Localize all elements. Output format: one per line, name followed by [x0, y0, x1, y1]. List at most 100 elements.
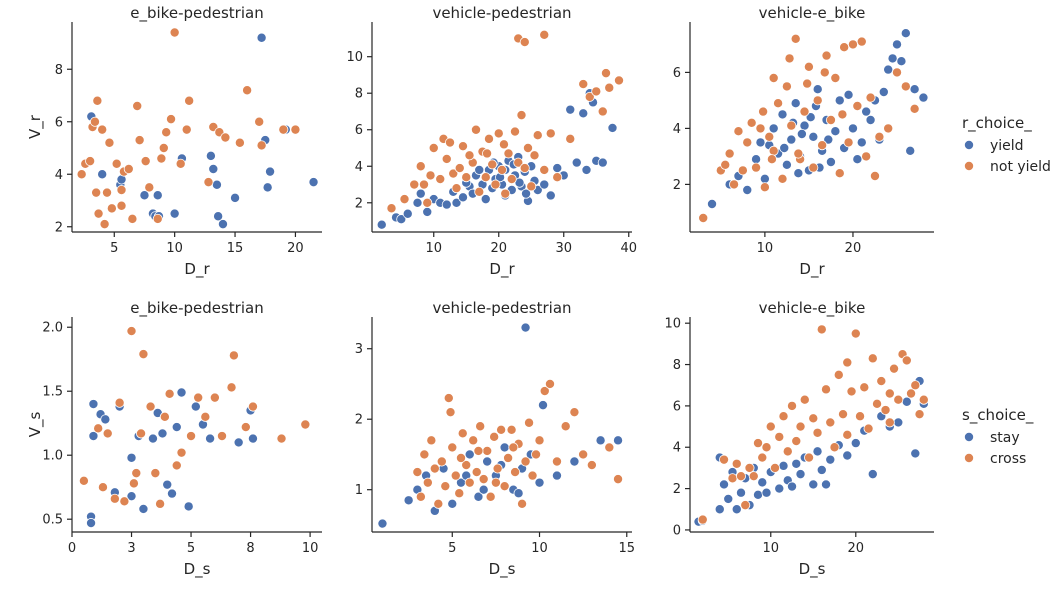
- scatter-point: [242, 85, 253, 96]
- scatter-point: [808, 479, 819, 490]
- series-cross: [78, 326, 311, 509]
- scatter-point: [812, 84, 823, 95]
- scatter-point: [755, 137, 766, 148]
- scatter-point: [597, 106, 608, 117]
- scatter-point: [478, 484, 489, 495]
- scatter-point: [487, 159, 498, 170]
- scatter-point: [451, 183, 462, 194]
- scatter-point: [114, 397, 125, 408]
- scatter-point: [867, 469, 878, 480]
- scatter-point: [720, 159, 731, 170]
- scatter-point: [737, 165, 748, 176]
- scatter-point: [906, 388, 917, 399]
- series-stay: [86, 387, 258, 529]
- y-tick-label: 10: [664, 317, 681, 332]
- scatter-point: [850, 438, 861, 449]
- scatter-panel: 5 10 15 20 2 4 6 8 e_bike-pedestrian D_r V_r: [26, 4, 322, 279]
- scatter-point: [714, 504, 725, 515]
- scatter-point: [865, 115, 876, 126]
- scatter-point: [770, 462, 781, 473]
- scatter-point: [812, 427, 823, 438]
- scatter-point: [169, 208, 180, 219]
- scatter-point: [833, 369, 844, 380]
- scatter-point: [474, 164, 485, 175]
- scatter-point: [837, 109, 848, 120]
- scatter-point: [156, 153, 167, 164]
- scatter-point: [597, 157, 608, 168]
- scatter-point: [209, 392, 220, 403]
- x-tick-label: 20: [848, 541, 865, 556]
- x-tick-label: 10: [425, 241, 442, 256]
- scatter-point: [521, 188, 532, 199]
- series-stay: [377, 322, 624, 529]
- scatter-point: [131, 468, 142, 479]
- scatter-panel: 10 20 30 40 2 4 6 8 10 vehicle-pedestrian D_r: [346, 4, 637, 279]
- scatter-point: [506, 174, 517, 185]
- scatter-panel: 5 10 15 1 2 3 vehicle-pedestrian D_s: [355, 299, 635, 579]
- scatter-point: [92, 95, 103, 106]
- scatter-point: [531, 449, 542, 460]
- scatter-point: [482, 148, 493, 159]
- scatter-point: [830, 73, 841, 84]
- scatter-point: [534, 435, 545, 446]
- scatter-point: [736, 487, 747, 498]
- scatter-point: [787, 400, 798, 411]
- scatter-point: [503, 148, 514, 159]
- series-yield: [376, 88, 618, 230]
- scatter-point: [552, 163, 563, 174]
- scatter-point: [821, 384, 832, 395]
- scatter-point: [753, 438, 764, 449]
- scatter-point: [751, 162, 762, 173]
- scatter-point: [217, 219, 228, 230]
- y-tick-label: 2: [673, 178, 681, 193]
- scatter-point: [786, 120, 797, 131]
- scatter-point: [545, 190, 556, 201]
- scatter-point: [595, 435, 606, 446]
- scatter-point: [445, 407, 456, 418]
- x-tick-label: 10: [757, 241, 774, 256]
- scatter-point: [538, 400, 549, 411]
- scatter-point: [158, 142, 169, 153]
- scatter-point: [441, 153, 452, 164]
- scatter-point: [591, 86, 602, 97]
- y-tick-label: 4: [355, 160, 363, 175]
- series-not-yield: [386, 29, 625, 214]
- scatter-point: [781, 81, 792, 92]
- scatter-point: [205, 433, 216, 444]
- scatter-point: [308, 177, 319, 188]
- scatter-point: [144, 182, 155, 193]
- scatter-point: [422, 206, 433, 217]
- scatter-point: [147, 433, 158, 444]
- scatter-point: [523, 142, 534, 153]
- scatter-point: [808, 131, 819, 142]
- scatter-point: [126, 452, 137, 463]
- scatter-point: [161, 127, 172, 138]
- scatter-point: [901, 355, 912, 366]
- scatter-point: [276, 433, 287, 444]
- scatter-point: [524, 417, 535, 428]
- scatter-point: [216, 431, 227, 442]
- scatter-point: [89, 116, 100, 127]
- scatter-point: [490, 477, 501, 488]
- x-tick-label: 5: [448, 541, 456, 556]
- scatter-point: [85, 156, 96, 167]
- scatter-point: [791, 458, 802, 469]
- scatter-point: [842, 429, 853, 440]
- y-axis-label: V_s: [26, 412, 45, 438]
- scatter-point: [116, 200, 127, 211]
- scatter-point: [847, 123, 858, 134]
- scatter-point: [455, 452, 466, 463]
- scatter-point: [181, 124, 192, 135]
- scatter-point: [506, 424, 517, 435]
- scatter-point: [607, 122, 618, 133]
- scatter-point: [162, 479, 173, 490]
- scatter-point: [247, 401, 258, 412]
- scatter-point: [426, 435, 437, 446]
- scatter-point: [565, 133, 576, 144]
- scatter-point: [719, 454, 730, 465]
- scatter-point: [733, 126, 744, 137]
- scatter-point: [613, 435, 624, 446]
- scatter-point: [834, 95, 845, 106]
- scatter-point: [508, 442, 519, 453]
